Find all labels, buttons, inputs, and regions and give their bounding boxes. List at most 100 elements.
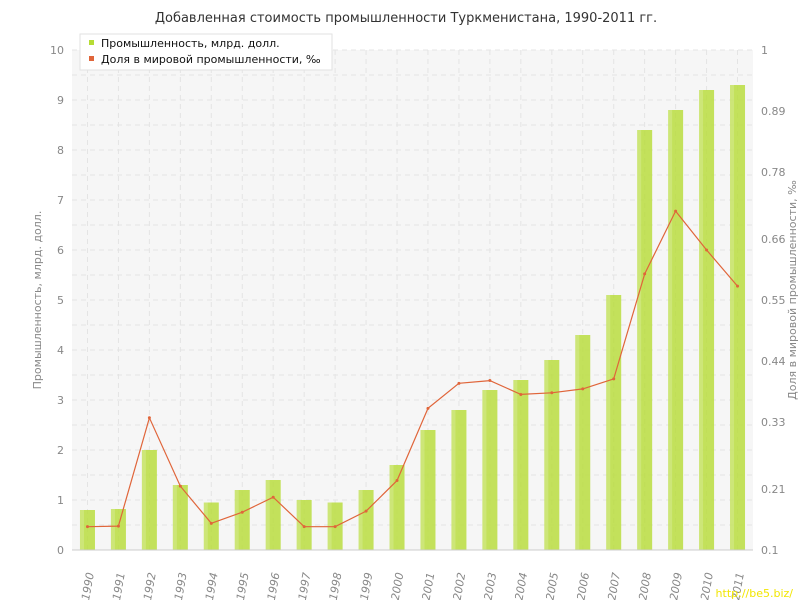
left-tick-label: 7 xyxy=(57,194,64,207)
bar-highlight xyxy=(203,502,208,550)
bar[interactable] xyxy=(606,295,622,550)
legend: Промышленность, млрд. долл. Доля в миров… xyxy=(79,33,333,71)
x-tick-label: 2004 xyxy=(513,571,531,600)
bar[interactable] xyxy=(234,490,250,550)
x-axis-ticks: 1990 1991 1992 1993 1994 1995 1996 1997 1998 1999… xyxy=(79,571,747,600)
bar[interactable] xyxy=(513,380,529,550)
line-point[interactable] xyxy=(116,524,120,528)
bar[interactable] xyxy=(79,510,95,550)
bar[interactable] xyxy=(637,130,653,550)
right-axis-ticks: 0.1 0.21 0.33 0.44 0.55 0.66 0.78 0.89 1 xyxy=(761,44,786,557)
right-tick-label: 1 xyxy=(761,44,768,57)
x-tick-label: 2006 xyxy=(574,571,592,600)
x-tick-label: 1996 xyxy=(265,571,283,600)
bar[interactable] xyxy=(203,502,219,551)
bar[interactable] xyxy=(265,480,281,550)
bar[interactable] xyxy=(172,485,188,550)
bar-highlight xyxy=(668,110,673,550)
share-line xyxy=(87,209,738,528)
bar[interactable] xyxy=(575,335,591,550)
watermark: http://be5.biz/ xyxy=(716,587,794,600)
line-point[interactable] xyxy=(736,284,740,288)
x-tick-label: 1990 xyxy=(79,571,97,600)
line-point[interactable] xyxy=(457,381,461,385)
bar-highlight xyxy=(730,85,735,550)
x-tick-label: 1993 xyxy=(172,571,190,600)
legend-box xyxy=(79,33,333,71)
bar-highlight xyxy=(513,380,518,550)
bar[interactable] xyxy=(110,509,126,550)
right-tick-label: 0.21 xyxy=(761,483,786,496)
bar-highlight xyxy=(389,465,394,550)
left-tick-label: 0 xyxy=(57,544,64,557)
line-point[interactable] xyxy=(271,495,275,499)
line-point[interactable] xyxy=(612,377,616,381)
x-tick-label: 1992 xyxy=(141,571,159,600)
x-tick-label: 1998 xyxy=(327,571,345,600)
right-tick-label: 0.55 xyxy=(761,294,786,307)
x-tick-label: 1999 xyxy=(358,571,376,600)
legend-bar-swatch xyxy=(89,40,94,45)
bar[interactable] xyxy=(420,430,436,550)
right-tick-label: 0.44 xyxy=(761,355,786,368)
line-point[interactable] xyxy=(643,272,647,276)
bar-highlight xyxy=(699,90,704,550)
bar-highlight xyxy=(482,390,487,550)
bar[interactable] xyxy=(389,465,405,550)
line-point[interactable] xyxy=(85,525,89,529)
bar[interactable] xyxy=(730,85,746,550)
bar[interactable] xyxy=(296,500,312,550)
x-tick-label: 1995 xyxy=(234,571,252,600)
left-tick-label: 6 xyxy=(57,244,64,257)
line-point[interactable] xyxy=(364,509,368,513)
x-tick-label: 2007 xyxy=(605,571,623,600)
x-tick-label: 2005 xyxy=(544,571,562,600)
line-point[interactable] xyxy=(302,525,306,529)
legend-line-label: Доля в мировой промышленности, ‰ xyxy=(101,53,321,66)
bar[interactable] xyxy=(358,490,374,550)
line-point[interactable] xyxy=(674,209,678,213)
left-tick-label: 8 xyxy=(57,144,64,157)
legend-line-swatch xyxy=(89,56,94,61)
line-point[interactable] xyxy=(519,392,523,396)
x-tick-label: 1991 xyxy=(110,571,128,600)
line-point[interactable] xyxy=(395,479,399,483)
line-point[interactable] xyxy=(488,379,492,383)
bar-highlight xyxy=(606,295,611,550)
line-point[interactable] xyxy=(705,248,709,252)
left-tick-label: 3 xyxy=(57,394,64,407)
bar-highlight xyxy=(110,509,115,550)
line-point[interactable] xyxy=(209,521,213,525)
line-point[interactable] xyxy=(147,416,151,420)
bar-highlight xyxy=(451,410,456,550)
x-tick-label: 2000 xyxy=(389,571,407,600)
left-tick-label: 9 xyxy=(57,94,64,107)
left-tick-label: 4 xyxy=(57,344,64,357)
line-point[interactable] xyxy=(240,510,244,514)
left-tick-label: 1 xyxy=(57,494,64,507)
line-point[interactable] xyxy=(426,406,430,410)
x-tick-label: 2001 xyxy=(420,571,438,600)
bar-highlight xyxy=(172,485,177,550)
right-tick-label: 0.1 xyxy=(761,544,779,557)
left-axis-ticks: 0 1 2 3 4 5 6 7 8 9 10 xyxy=(50,44,64,557)
line-point[interactable] xyxy=(581,387,585,391)
x-tick-label: 2003 xyxy=(482,571,500,600)
left-axis-label: Промышленность, млрд. долл. xyxy=(31,211,44,390)
bar[interactable] xyxy=(699,90,715,550)
bar-highlight xyxy=(358,490,363,550)
line-point[interactable] xyxy=(333,525,337,529)
bar[interactable] xyxy=(451,410,467,550)
bar[interactable] xyxy=(544,360,560,550)
right-tick-label: 0.33 xyxy=(761,416,786,429)
right-tick-label: 0.89 xyxy=(761,105,786,118)
line-point[interactable] xyxy=(550,391,554,395)
legend-bar-label: Промышленность, млрд. долл. xyxy=(101,37,280,50)
line-point[interactable] xyxy=(178,484,182,488)
bar[interactable] xyxy=(482,390,498,550)
bar-highlight xyxy=(234,490,239,550)
bar[interactable] xyxy=(141,450,157,550)
bar-highlight xyxy=(637,130,642,550)
x-tick-label: 2010 xyxy=(698,571,716,600)
